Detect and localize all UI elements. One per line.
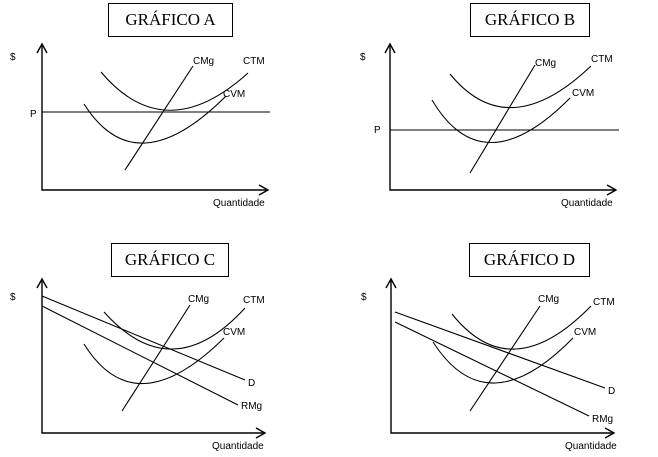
graph-b-cmg-curve xyxy=(469,64,536,174)
graph-c-x-arrow xyxy=(255,427,267,439)
graph-b: GRÁFICO B $ P CMg CTM CVM Quantidade xyxy=(329,0,658,228)
graph-a-title: GRÁFICO A xyxy=(108,3,233,37)
graph-c-plot: $ CMg CTM CVM D RMg Quantidade xyxy=(10,277,267,452)
graph-d-rmg-label: RMg xyxy=(592,414,613,425)
graph-d-cmg-curve xyxy=(469,305,541,412)
graph-a-price-label: P xyxy=(30,109,37,120)
graph-c-axes xyxy=(41,280,264,434)
graph-b-cmg-label: CMg xyxy=(535,58,556,69)
graph-c-y-arrow xyxy=(36,277,48,289)
graph-c-rmg-label: RMg xyxy=(241,401,262,412)
graph-a-cvm-curve xyxy=(83,95,227,144)
graph-c-d-label: D xyxy=(248,378,255,389)
graph-a-plot: $ P CMg CTM CVM Quantidade xyxy=(10,42,270,209)
graph-a: GRÁFICO A $ P CMg CTM CVM Quantidade xyxy=(0,0,329,228)
graph-c-x-label: Quantidade xyxy=(212,441,264,452)
graph-b-cvm-curve xyxy=(431,97,571,144)
graph-c-ctm-curve xyxy=(103,307,246,350)
graph-d-cvm-label: CVM xyxy=(574,327,596,338)
graph-a-cmg-label: CMg xyxy=(193,56,214,67)
graph-a-x-arrow xyxy=(258,184,270,196)
graph-c: GRÁFICO C $ CMg CTM CVM D RMg Quantidade xyxy=(0,228,329,457)
graph-b-ctm-label: CTM xyxy=(591,54,613,65)
graph-c-demand-line xyxy=(41,295,246,381)
graph-a-cvm-label: CVM xyxy=(223,89,245,100)
graph-d-rmg-line xyxy=(394,321,590,417)
graph-d-demand-line xyxy=(394,311,606,389)
graph-a-y-arrow xyxy=(36,42,48,54)
graph-c-rmg-line xyxy=(41,305,239,406)
graph-a-y-label: $ xyxy=(10,52,16,63)
graph-d-d-label: D xyxy=(608,386,615,397)
graph-d-axes xyxy=(390,280,613,434)
graph-c-title: GRÁFICO C xyxy=(111,243,229,277)
graph-c-cvm-label: CVM xyxy=(223,327,245,338)
graph-b-x-label: Quantidade xyxy=(561,198,613,209)
graph-b-cvm-label: CVM xyxy=(572,88,594,99)
graph-a-axes xyxy=(41,45,267,191)
graph-b-price-label: P xyxy=(374,125,381,136)
graph-b-y-label: $ xyxy=(360,52,366,63)
graph-c-cvm-curve xyxy=(83,337,225,385)
graph-c-cmg-label: CMg xyxy=(188,294,209,305)
graph-b-plot: $ P CMg CTM CVM Quantidade xyxy=(360,42,619,209)
graph-d-ctm-curve xyxy=(451,305,592,350)
graph-d-x-label: Quantidade xyxy=(565,441,617,452)
graph-a-ctm-label: CTM xyxy=(243,56,265,67)
graph-a-cmg-curve xyxy=(124,65,194,171)
graph-c-ctm-label: CTM xyxy=(243,295,265,306)
graph-c-cmg-curve xyxy=(121,304,191,412)
graph-d-cvm-curve xyxy=(432,337,574,384)
graph-b-title: GRÁFICO B xyxy=(470,3,590,37)
graph-b-x-arrow xyxy=(606,184,618,196)
graph-d-plot: $ CMg CTM CVM D RMg Quantidade xyxy=(361,277,617,452)
graph-d-x-arrow xyxy=(604,427,616,439)
graph-b-ctm-curve xyxy=(449,65,592,109)
graph-d-cmg-label: CMg xyxy=(538,294,559,305)
graph-d-ctm-label: CTM xyxy=(593,297,615,308)
graph-d-y-arrow xyxy=(385,277,397,289)
graph-d-y-label: $ xyxy=(361,292,367,303)
graph-b-axes xyxy=(389,45,615,191)
graph-a-ctm-curve xyxy=(100,71,249,111)
graph-d: GRÁFICO D $ CMg CTM CVM D RMg Quantidade xyxy=(329,228,658,457)
graph-c-y-label: $ xyxy=(10,292,16,303)
graph-b-y-arrow xyxy=(384,42,396,54)
graph-d-title: GRÁFICO D xyxy=(469,243,590,277)
graph-a-x-label: Quantidade xyxy=(213,198,265,209)
